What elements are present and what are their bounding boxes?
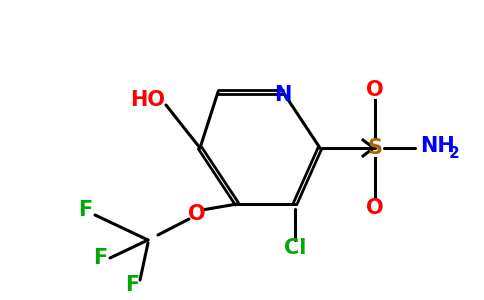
Text: Cl: Cl <box>284 238 306 258</box>
Text: 2: 2 <box>449 146 460 160</box>
Text: S: S <box>367 138 382 158</box>
Text: F: F <box>125 275 139 295</box>
Text: O: O <box>366 80 384 100</box>
Text: O: O <box>366 198 384 218</box>
Text: NH: NH <box>420 136 455 156</box>
Text: N: N <box>274 85 292 105</box>
Text: HO: HO <box>131 90 166 110</box>
Text: F: F <box>93 248 107 268</box>
Text: O: O <box>188 204 206 224</box>
Text: F: F <box>78 200 92 220</box>
